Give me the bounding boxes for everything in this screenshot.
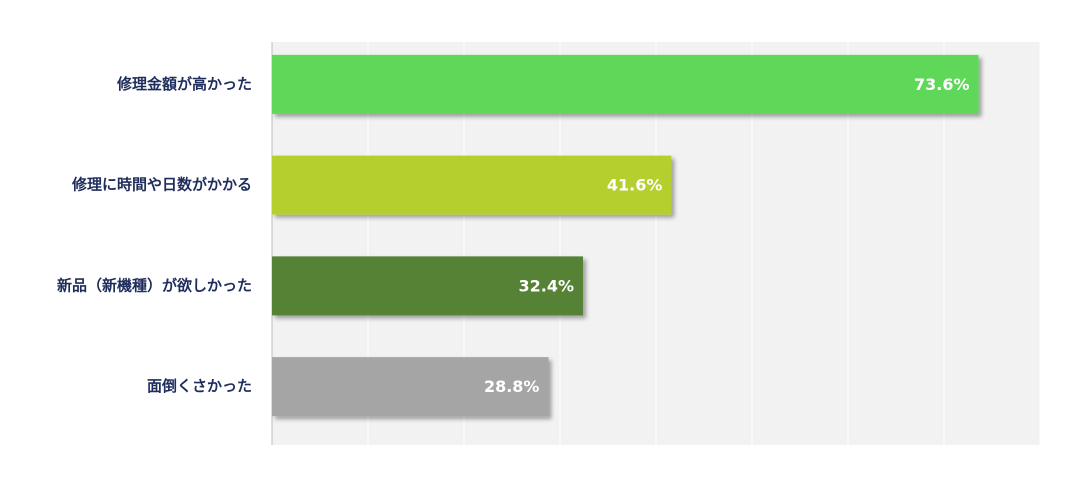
value-label: 32.4% <box>519 276 575 295</box>
value-label: 73.6% <box>914 75 970 94</box>
bar <box>272 155 672 215</box>
category-label: 新品（新機種）が欲しかった <box>57 276 252 294</box>
bar <box>272 357 549 417</box>
category-label: 修理に時間や日数がかかる <box>71 176 252 194</box>
bar <box>272 54 979 114</box>
value-label: 28.8% <box>484 377 540 396</box>
category-label: 面倒くさかった <box>147 377 252 395</box>
category-label: 修理金額が高かった <box>116 75 252 93</box>
bar <box>272 256 584 316</box>
value-label: 41.6% <box>607 176 663 195</box>
